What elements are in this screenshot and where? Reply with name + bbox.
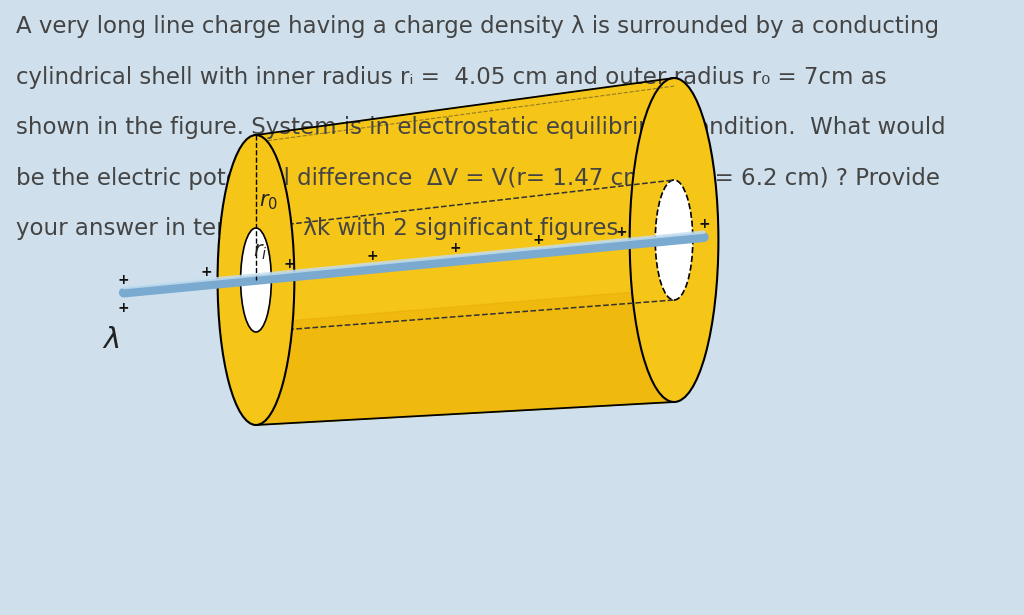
Text: $r_i$: $r_i$ — [253, 242, 267, 262]
Ellipse shape — [217, 135, 294, 425]
Ellipse shape — [630, 78, 719, 402]
Text: $\lambda$: $\lambda$ — [102, 326, 120, 354]
Text: +: + — [367, 249, 378, 263]
Text: +: + — [118, 272, 129, 287]
Ellipse shape — [655, 180, 693, 300]
Text: your answer in terms of  λk with 2 significant figures.: your answer in terms of λk with 2 signif… — [15, 217, 626, 240]
Text: +: + — [201, 264, 212, 279]
Text: $r_0$: $r_0$ — [258, 192, 278, 212]
Text: +: + — [450, 241, 461, 255]
Polygon shape — [256, 78, 674, 425]
Ellipse shape — [241, 228, 271, 332]
Text: be the electric potential difference  ΔV = V(r= 1.47 cm) – V(r= 6.2 cm) ? Provid: be the electric potential difference ΔV … — [15, 167, 940, 189]
Text: shown in the figure. System is in electrostatic equilibrium condition.  What wou: shown in the figure. System is in electr… — [15, 116, 945, 139]
Text: +: + — [532, 233, 544, 247]
Text: cylindrical shell with inner radius rᵢ =  4.05 cm and outer radius r₀ = 7cm as: cylindrical shell with inner radius rᵢ =… — [15, 66, 887, 89]
Text: A very long line charge having a charge density λ is surrounded by a conducting: A very long line charge having a charge … — [15, 15, 939, 38]
Text: +: + — [615, 225, 627, 239]
Text: +: + — [284, 257, 295, 271]
Polygon shape — [256, 288, 674, 425]
Text: +: + — [118, 301, 129, 315]
Text: +: + — [698, 217, 710, 231]
